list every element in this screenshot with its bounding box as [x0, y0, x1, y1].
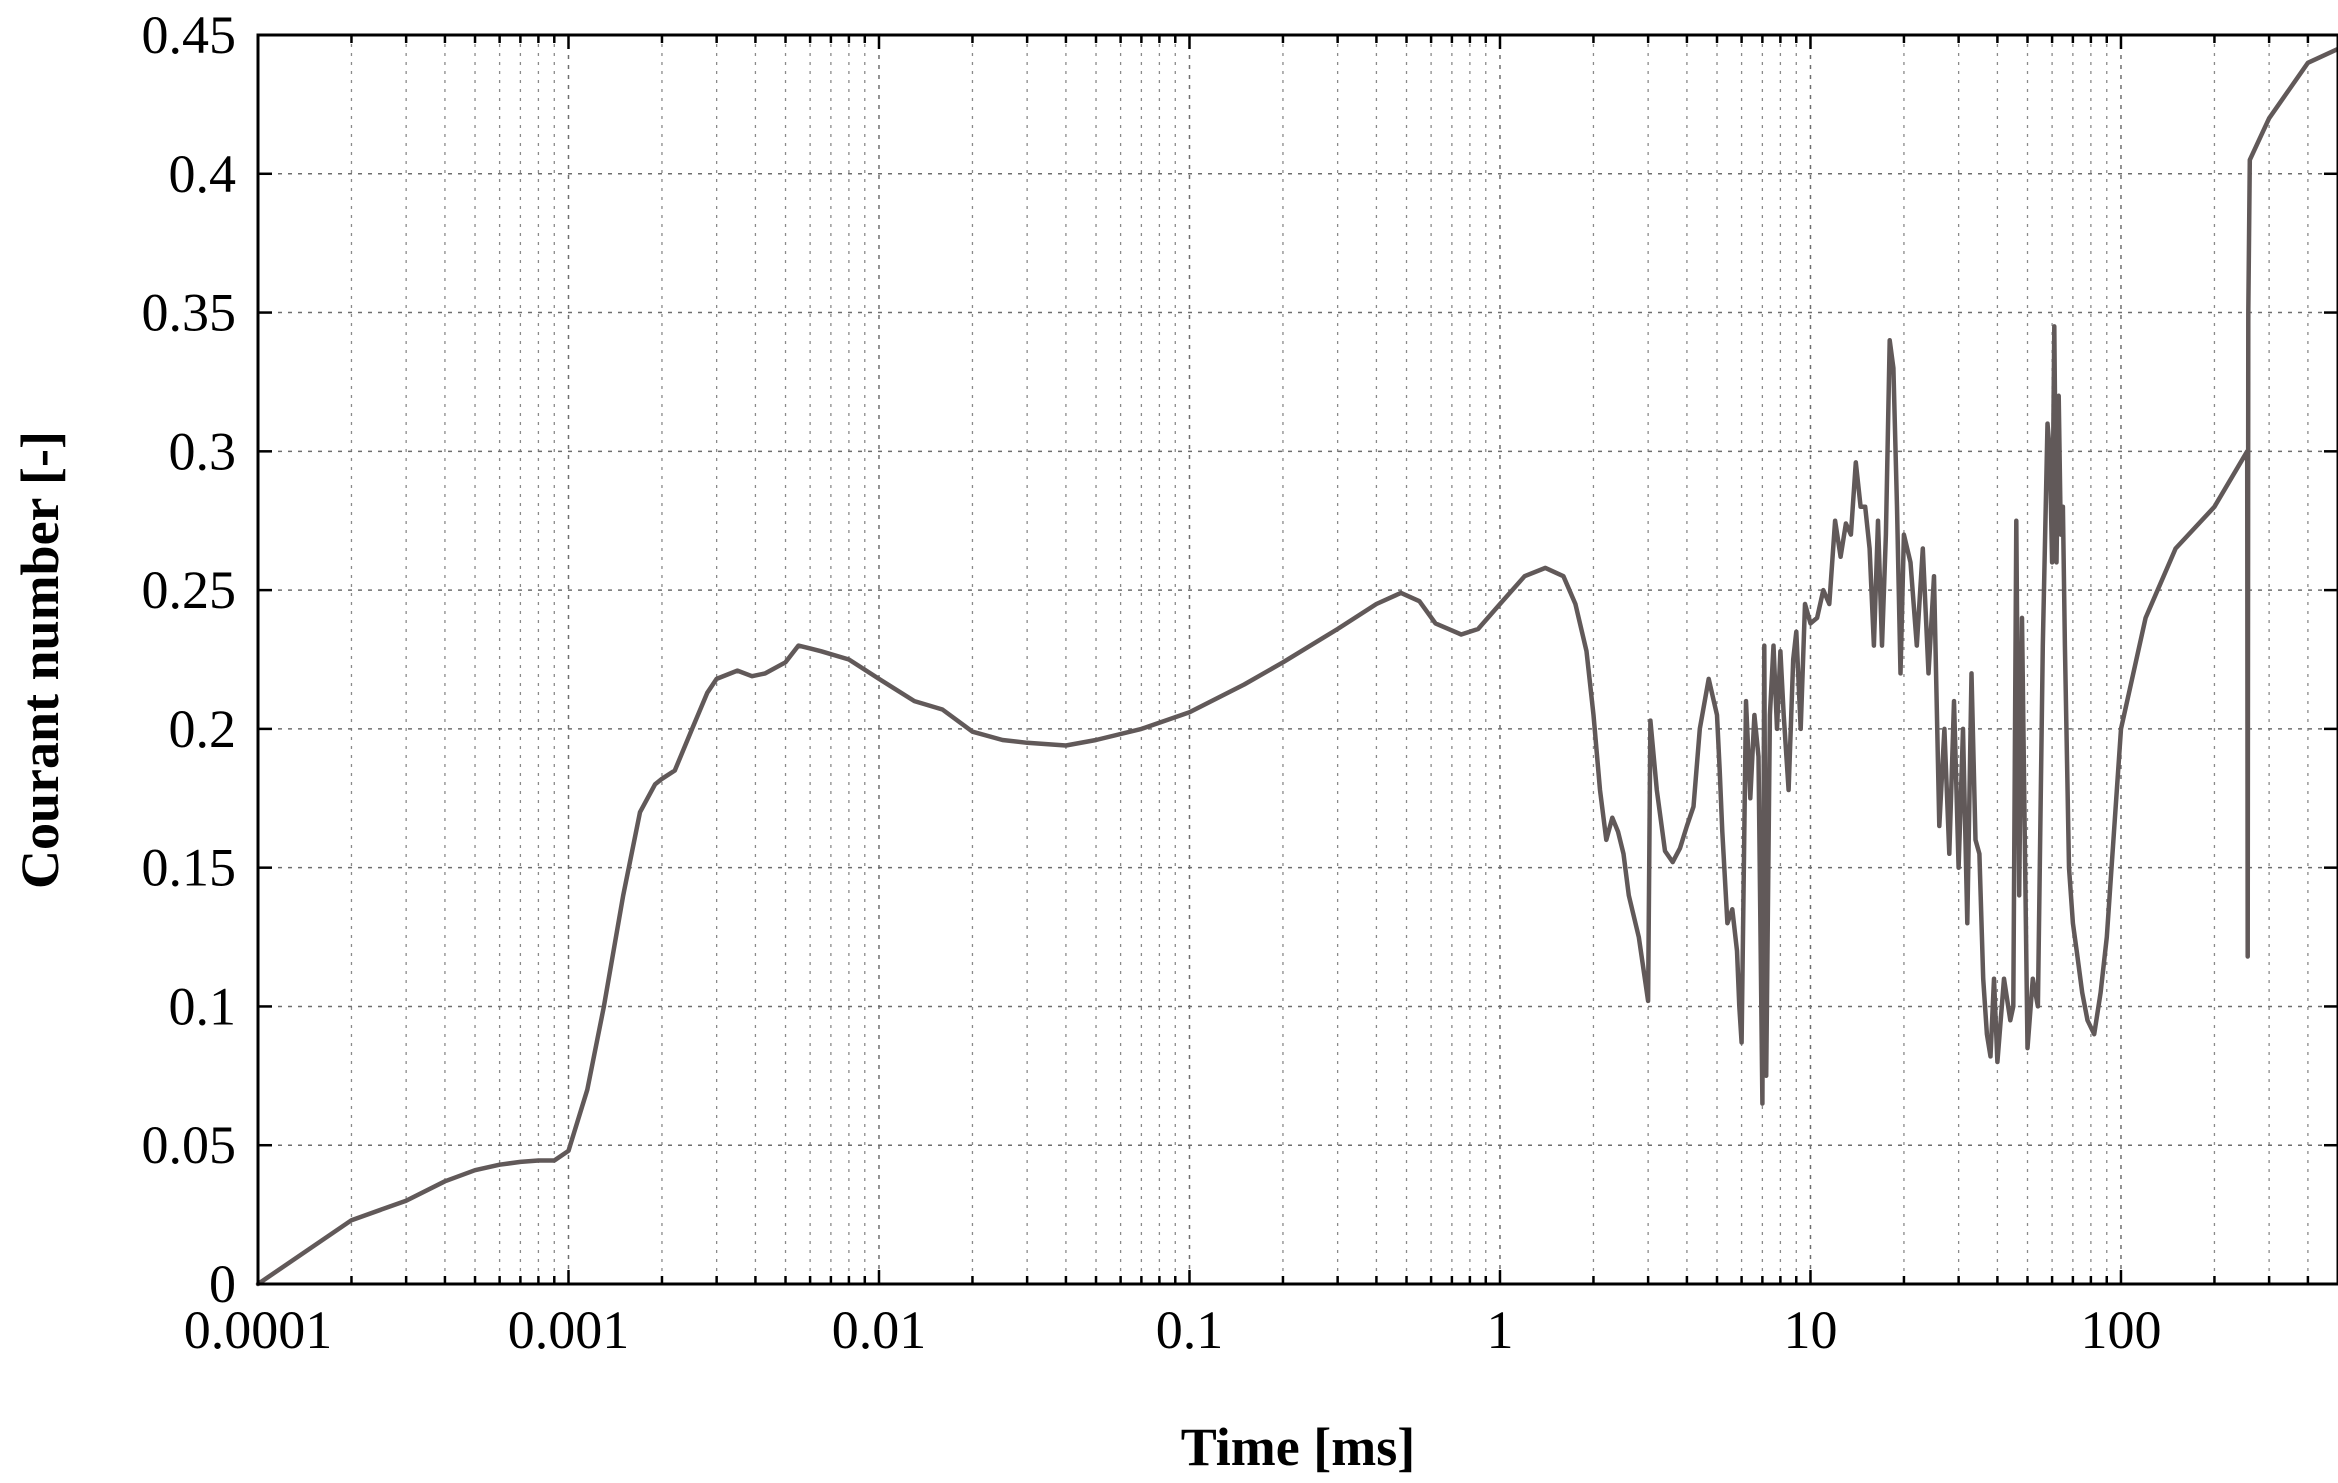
grid — [257, 34, 2338, 1285]
y-tick-label: 0.35 — [142, 283, 237, 343]
x-tick-label: 10 — [1783, 1300, 1837, 1360]
axis-ticks — [256, 33, 2338, 1286]
x-tick-label: 1 — [1486, 1300, 1513, 1360]
y-tick-label: 0.2 — [169, 699, 237, 759]
x-tick-label: 0.001 — [508, 1300, 630, 1360]
y-tick-label: 0.1 — [169, 976, 237, 1036]
y-tick-label: 0.4 — [169, 144, 237, 204]
y-tick-label: 0.05 — [142, 1115, 237, 1175]
x-axis-title: Time [ms] — [1181, 1417, 1415, 1477]
plot-frame — [256, 33, 2338, 1286]
x-tick-label: 0.0001 — [184, 1300, 333, 1360]
series-layer — [255, 46, 2338, 1287]
y-tick-label: 0.25 — [142, 560, 237, 620]
y-tick-label: 0.3 — [169, 421, 237, 481]
y-tick-label: 0.45 — [142, 5, 237, 65]
y-tick-label: 0.15 — [142, 838, 237, 898]
x-tick-label: 0.1 — [1156, 1300, 1224, 1360]
y-axis-title: Courant number [-] — [10, 431, 70, 889]
x-tick-label: 100 — [2080, 1300, 2161, 1360]
tick-labels: 0.0001 0.001 0.01 0.1 1 10 100 0 0.05 0.1 0.15 0.2 0… — [142, 5, 2162, 1360]
y-tick-label: 0 — [209, 1254, 236, 1314]
x-tick-label: 0.01 — [832, 1300, 927, 1360]
courant-number-line — [255, 46, 2338, 1287]
